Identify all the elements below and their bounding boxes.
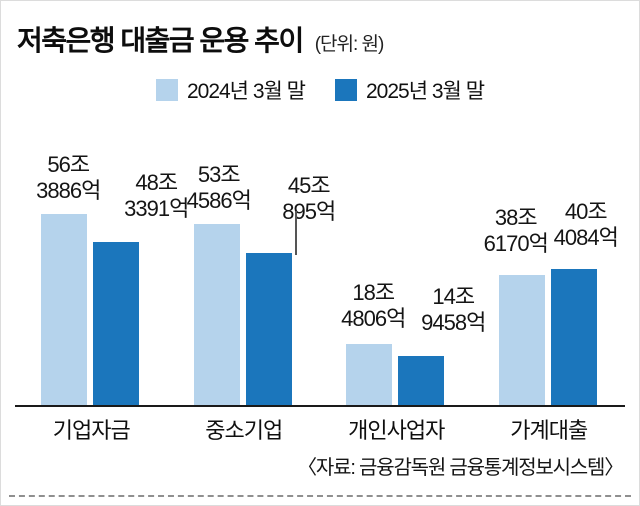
legend-swatch-2	[335, 79, 357, 101]
bar-group1-series2	[93, 242, 140, 407]
value-label-line: 3391억	[124, 196, 189, 221]
value-label-group3-series2: 14조 9458억	[421, 284, 486, 336]
bar-group-1: 56조 3886억 48조 3391억	[36, 121, 189, 407]
unit-label: (단위: 원)	[314, 34, 385, 55]
bar-group2-series2	[245, 253, 292, 407]
category-label-1: 기업자금	[52, 418, 131, 443]
source-note: 〈자료: 금융감독원 금융통계정보시스템〉	[297, 457, 624, 479]
value-label-group1-series2: 48조 3391억	[124, 170, 189, 222]
value-label-group4-series2: 40조 4084억	[553, 199, 619, 251]
value-label-line: 895억	[282, 199, 336, 224]
bar-group3-series2	[398, 356, 445, 407]
value-label-line: 48조	[135, 170, 178, 195]
page-title: 저축은행 대출금 운용 추이	[17, 25, 304, 56]
value-label-group4-series1: 38조 6170억	[483, 205, 549, 257]
bar-group-4: 38조 6170억 40조 4084억	[484, 121, 619, 407]
value-label-line: 45조	[287, 173, 331, 198]
category-label-4: 가계대출	[510, 418, 588, 443]
bar-group3-series1	[346, 344, 393, 407]
bar-group4-series2	[550, 269, 597, 407]
value-label-group1-series1: 56조 3886억	[36, 152, 101, 204]
value-label-line: 38조	[494, 205, 538, 230]
legend-swatch-1	[155, 79, 178, 101]
chart-header: 저축은행 대출금 운용 추이 (단위: 원)	[1, 1, 639, 59]
bar-group-3: 18조 4806억 14조 9458억	[341, 121, 486, 407]
value-label-group2-series2: 45조 895억	[282, 173, 336, 225]
bar-chart: 56조 3886억 48조 3391억 53조 4586억 45조 895억 18조 4806억 1…	[15, 121, 625, 407]
legend-item-1: 2024년 3월 말	[155, 75, 306, 105]
bottom-divider	[9, 495, 631, 497]
legend-label-2: 2025년 3월 말	[366, 80, 485, 103]
value-label-line: 40조	[564, 199, 608, 224]
value-label-group3-series1: 18조 4806억	[341, 280, 406, 332]
category-label-3: 개인사업자	[348, 418, 445, 443]
bar-group4-series1	[498, 275, 545, 407]
category-labels: 기업자금 중소기업 개인사업자 가계대출	[15, 413, 625, 445]
value-label-line: 6170억	[483, 231, 549, 256]
value-label-line: 4084억	[553, 225, 619, 250]
value-label-line: 53조	[197, 162, 241, 187]
label-connector-line	[294, 211, 297, 255]
value-label-line: 18조	[352, 280, 395, 305]
x-axis-line	[15, 405, 625, 407]
category-label-2: 중소기업	[205, 418, 283, 443]
bar-group1-series1	[41, 214, 88, 407]
value-label-line: 3886억	[36, 178, 101, 203]
legend: 2024년 3월 말 2025년 3월 말	[1, 75, 639, 105]
legend-item-2: 2025년 3월 말	[335, 75, 485, 105]
value-label-group2-series1: 53조 4586억	[186, 162, 252, 214]
bar-group-2: 53조 4586억 45조 895억	[187, 121, 336, 407]
value-label-line: 9458억	[421, 310, 486, 335]
value-label-line: 56조	[47, 152, 90, 177]
bar-group2-series1	[193, 224, 240, 407]
bar-groups: 56조 3886억 48조 3391억 53조 4586억 45조 895억 18조 4806억 1…	[15, 121, 625, 407]
legend-label-1: 2024년 3월 말	[186, 80, 306, 103]
value-label-line: 4586억	[186, 188, 252, 213]
value-label-line: 14조	[432, 284, 475, 309]
value-label-line: 4806억	[341, 306, 406, 331]
